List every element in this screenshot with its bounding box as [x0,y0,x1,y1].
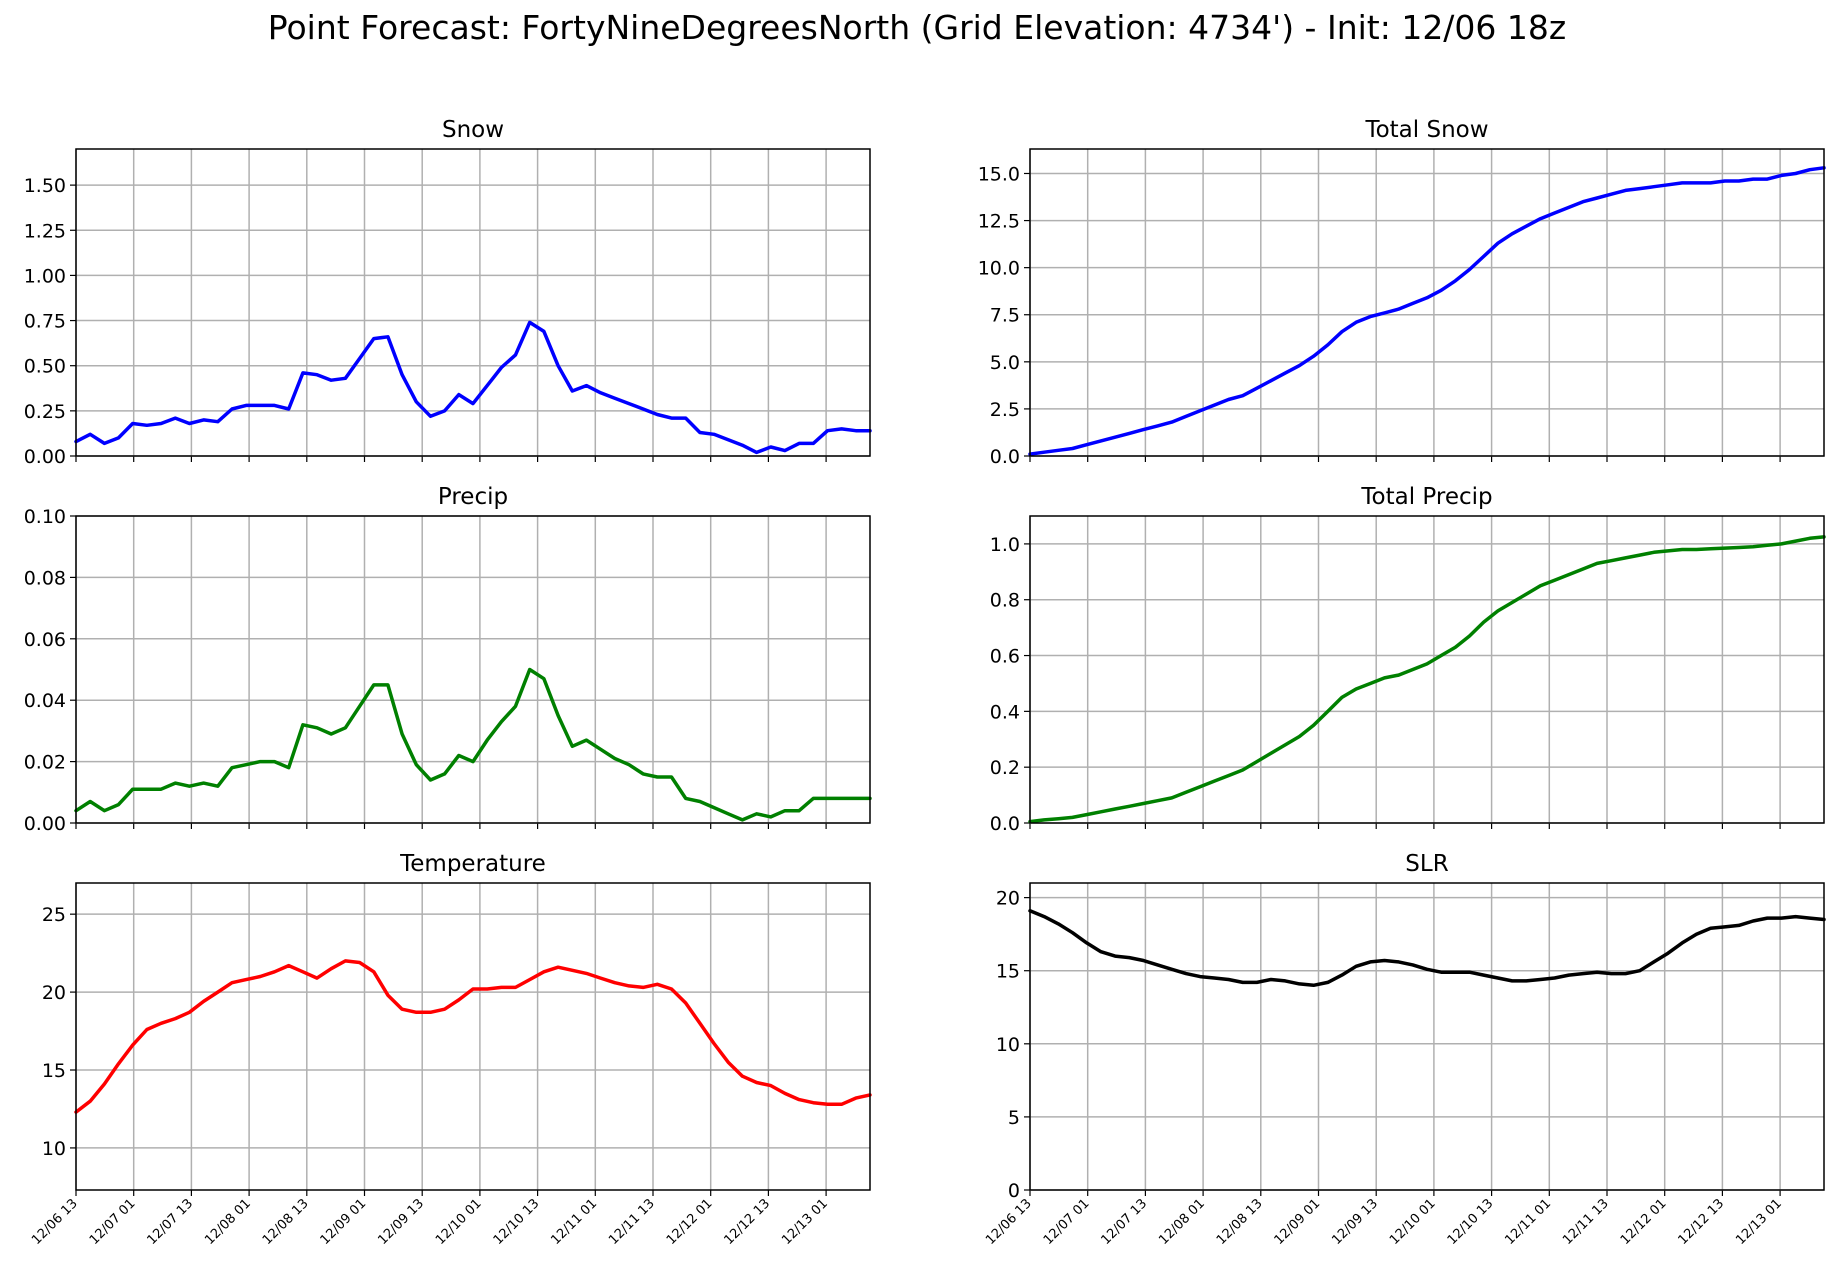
x-tick-label: 12/12 13 [722,1196,774,1248]
panel-title: Total Precip [1360,484,1492,510]
x-tick-label: 12/10 01 [433,1196,485,1248]
y-tick-label: 5 [1008,1107,1020,1129]
x-tick-label: 12/12 13 [1676,1196,1728,1248]
y-tick-label: 25 [42,904,66,926]
x-tick-label: 12/09 01 [318,1196,370,1248]
y-tick-label: 1.50 [24,175,66,197]
x-tick-label: 12/11 13 [606,1196,658,1248]
y-tick-label: 0.6 [990,646,1020,668]
snow-panel: Snow 0.00 0.25 0.50 0.75 1.00 1.25 1.50 [24,117,872,468]
y-tick-label: 0.08 [24,567,66,589]
total-precip-panel: Total Precip 0.0 0.2 0.4 0.6 0.8 1.0 [990,484,1826,835]
x-tick-label: 12/13 01 [779,1196,831,1248]
y-tick-label: 12.5 [978,211,1020,233]
total-snow-panel: Total Snow 0.0 2.5 5.0 7.5 10.0 12.5 15.0 [978,117,1826,468]
x-tick-label: 12/07 13 [145,1196,197,1248]
y-tick-label: 0.25 [24,401,66,423]
x-tick-label: 12/11 01 [1502,1196,1554,1248]
x-tick-label: 12/08 13 [1214,1196,1266,1248]
x-tick-label: 12/10 01 [1387,1196,1439,1248]
panel-title: Temperature [399,851,546,877]
y-tick-label: 1.25 [24,220,66,242]
x-tick-label: 12/11 13 [1560,1196,1612,1248]
axes-frame [1029,148,1825,457]
x-tick-label: 12/07 13 [1099,1196,1151,1248]
y-tick-label: 7.5 [990,305,1020,327]
snow-series-line [74,320,872,455]
total-snow-series-line [1028,166,1826,456]
panel-title: Snow [442,117,504,143]
axes-frame [1029,882,1825,1191]
x-tick-label: 12/08 01 [1156,1196,1208,1248]
y-tick-label: 0.2 [990,757,1020,779]
panel-title: SLR [1405,851,1448,877]
y-tick-label: 0.4 [990,701,1020,723]
y-tick-label: 0.00 [24,446,66,468]
y-tick-label: 10.0 [978,258,1020,280]
y-tick-label: 0.0 [990,446,1020,468]
axes-frame [1029,515,1825,824]
y-tick-label: 0.75 [24,311,66,333]
slr-series-line [1028,909,1826,988]
y-tick-label: 0.8 [990,590,1020,612]
y-tick-label: 15.0 [978,163,1020,185]
x-tick-label: 12/09 01 [1272,1196,1324,1248]
precip-series-line [74,667,872,822]
x-tick-label: 12/10 13 [1445,1196,1497,1248]
axes-frame [75,515,871,824]
y-tick-label: 5.0 [990,352,1020,374]
total-precip-series-line [1028,535,1826,824]
panel-title: Total Snow [1364,117,1488,143]
y-tick-label: 0.04 [24,690,66,712]
x-tick-label: 12/07 01 [87,1196,139,1248]
y-tick-label: 1.0 [990,534,1020,556]
y-tick-label: 20 [996,888,1020,910]
y-tick-label: 2.5 [990,399,1020,421]
y-tick-label: 0.10 [24,506,66,528]
y-tick-label: 0 [1008,1180,1020,1202]
y-tick-label: 0.02 [24,752,66,774]
x-tick-label: 12/07 01 [1041,1196,1093,1248]
panel-title: Precip [438,484,508,510]
y-tick-label: 15 [996,961,1020,983]
axes-frame [75,148,871,457]
x-tick-label: 12/08 13 [260,1196,312,1248]
y-tick-label: 0.0 [990,813,1020,835]
x-tick-label: 12/11 01 [548,1196,600,1248]
y-tick-label: 0.00 [24,813,66,835]
precip-panel: Precip 0.00 0.02 0.04 0.06 0.08 0.10 [24,484,872,835]
y-tick-label: 20 [42,982,66,1004]
x-tick-label: 12/08 01 [202,1196,254,1248]
y-tick-label: 15 [42,1060,66,1082]
temperature-series-line [74,959,872,1114]
axes-frame [75,882,871,1191]
x-tick-label: 12/09 13 [375,1196,427,1248]
x-tick-label: 12/13 01 [1733,1196,1785,1248]
y-tick-label: 0.06 [24,629,66,651]
x-tick-label: 12/12 01 [1618,1196,1670,1248]
y-tick-label: 10 [42,1138,66,1160]
x-tick-label: 12/12 01 [664,1196,716,1248]
slr-panel: SLR 12/06 13 12/07 01 12/07 13 12/08 01 12/08… [983,851,1826,1248]
x-tick-label: 12/09 13 [1329,1196,1381,1248]
x-tick-label: 12/06 13 [983,1196,1035,1248]
x-tick-label: 12/06 13 [29,1196,81,1248]
figure-title: Point Forecast: FortyNineDegreesNorth (G… [267,8,1567,47]
y-tick-label: 1.00 [24,265,66,287]
y-tick-label: 0.50 [24,356,66,378]
y-tick-label: 10 [996,1034,1020,1056]
x-tick-label: 12/10 13 [491,1196,543,1248]
